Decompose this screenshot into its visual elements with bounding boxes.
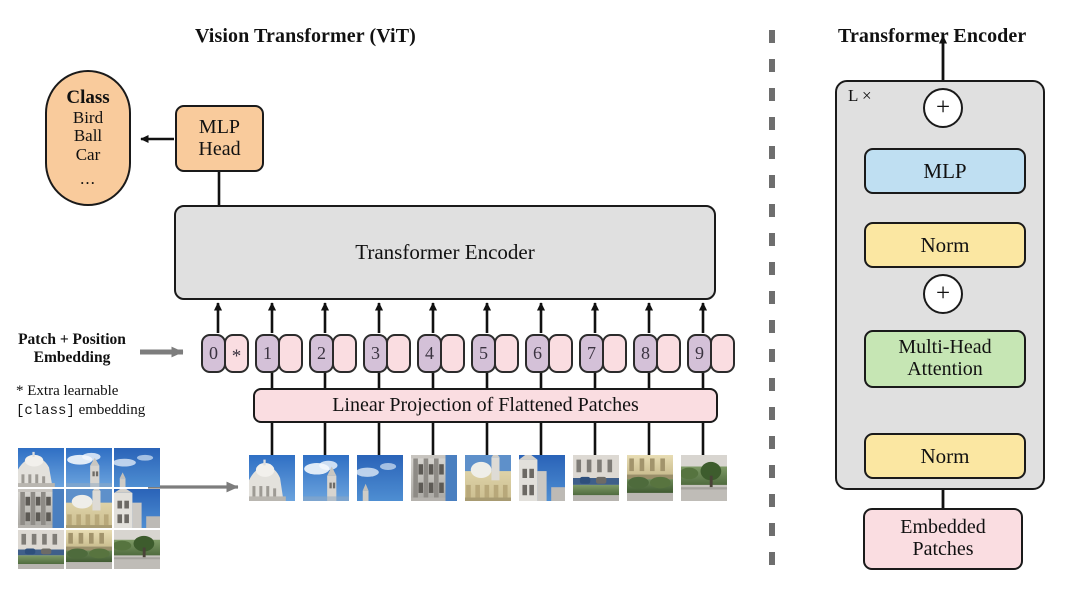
norm-bottom-label: Norm [920, 443, 970, 468]
source-image-grid [18, 448, 160, 569]
residual-add-bottom: + [923, 274, 963, 314]
token-pill-9[interactable]: 9 [687, 334, 712, 373]
token-number-3: 3 [371, 343, 380, 363]
token-number-8: 8 [641, 343, 650, 363]
token-embed-6[interactable] [548, 334, 573, 373]
class-item-ellipsis: ... [80, 169, 96, 189]
class-item-bird: Bird [72, 108, 104, 128]
linear-projection-block[interactable]: Linear Projection of Flattened Patches [253, 388, 718, 423]
multi-head-attention-block[interactable]: Multi-Head Attention [864, 330, 1026, 388]
patch-sequence [249, 455, 727, 501]
token-embed-1[interactable] [278, 334, 303, 373]
token-star-glyph: * [231, 346, 242, 367]
token-number-0: 0 [209, 343, 218, 363]
token-pill-7[interactable]: 7 [579, 334, 604, 373]
token-embed-4[interactable] [440, 334, 465, 373]
token-number-5: 5 [479, 343, 488, 363]
mlp-block-label: MLP [923, 158, 967, 183]
token-number-9: 9 [695, 343, 704, 363]
class-output-pill[interactable]: Class Bird Ball Car ... [45, 70, 131, 206]
extra-learnable-note: * Extra learnable [class] embedding [16, 382, 145, 420]
token-number-2: 2 [317, 343, 326, 363]
residual-add-top: + [923, 88, 963, 128]
class-heading: Class [66, 86, 110, 108]
norm-bottom-block[interactable]: Norm [864, 433, 1026, 479]
transformer-encoder-label: Transformer Encoder [355, 240, 535, 265]
token-class-star[interactable]: * [224, 334, 249, 373]
transformer-encoder-block[interactable]: Transformer Encoder [174, 205, 716, 300]
mlp-head-label: MLP Head [198, 115, 241, 160]
page-title-right: Transformer Encoder [838, 25, 1027, 47]
token-pill-0[interactable]: 0 [201, 334, 226, 373]
embedded-patches-label: Embedded Patches [900, 516, 986, 560]
embedded-patches-block[interactable]: Embedded Patches [863, 508, 1023, 570]
token-pill-4[interactable]: 4 [417, 334, 442, 373]
extra-learnable-tail: embedding [74, 401, 146, 418]
norm-top-label: Norm [920, 232, 970, 257]
patch-position-embedding-label: Patch + Position Embedding [18, 331, 126, 367]
token-embed-8[interactable] [656, 334, 681, 373]
token-pill-8[interactable]: 8 [633, 334, 658, 373]
token-embed-7[interactable] [602, 334, 627, 373]
token-embed-9[interactable] [710, 334, 735, 373]
token-embed-5[interactable] [494, 334, 519, 373]
token-embed-2[interactable] [332, 334, 357, 373]
plus-icon-bottom: + [935, 280, 951, 308]
class-token-mono: [class] [16, 402, 75, 419]
extra-learnable-line2: [class] embedding [16, 401, 145, 421]
class-item-car: Car [75, 144, 101, 164]
token-pill-5[interactable]: 5 [471, 334, 496, 373]
token-pill-6[interactable]: 6 [525, 334, 550, 373]
mlp-head-block[interactable]: MLP Head [175, 105, 264, 172]
token-pill-2[interactable]: 2 [309, 334, 334, 373]
norm-top-block[interactable]: Norm [864, 222, 1026, 268]
token-number-7: 7 [587, 343, 596, 363]
multi-head-attention-label: Multi-Head Attention [898, 336, 992, 380]
token-pill-1[interactable]: 1 [255, 334, 280, 373]
plus-icon-top: + [935, 94, 951, 122]
mlp-block[interactable]: MLP [864, 148, 1026, 194]
linear-projection-label: Linear Projection of Flattened Patches [332, 393, 639, 416]
page-title-left: Vision Transformer (ViT) [195, 25, 416, 47]
token-number-4: 4 [425, 343, 434, 363]
extra-learnable-line1: * Extra learnable [16, 383, 119, 399]
token-pill-3[interactable]: 3 [363, 334, 388, 373]
class-item-ball: Ball [73, 126, 103, 146]
token-number-1: 1 [263, 343, 272, 363]
token-number-6: 6 [533, 343, 542, 363]
token-embed-3[interactable] [386, 334, 411, 373]
repeat-count-label: L × [848, 86, 872, 105]
